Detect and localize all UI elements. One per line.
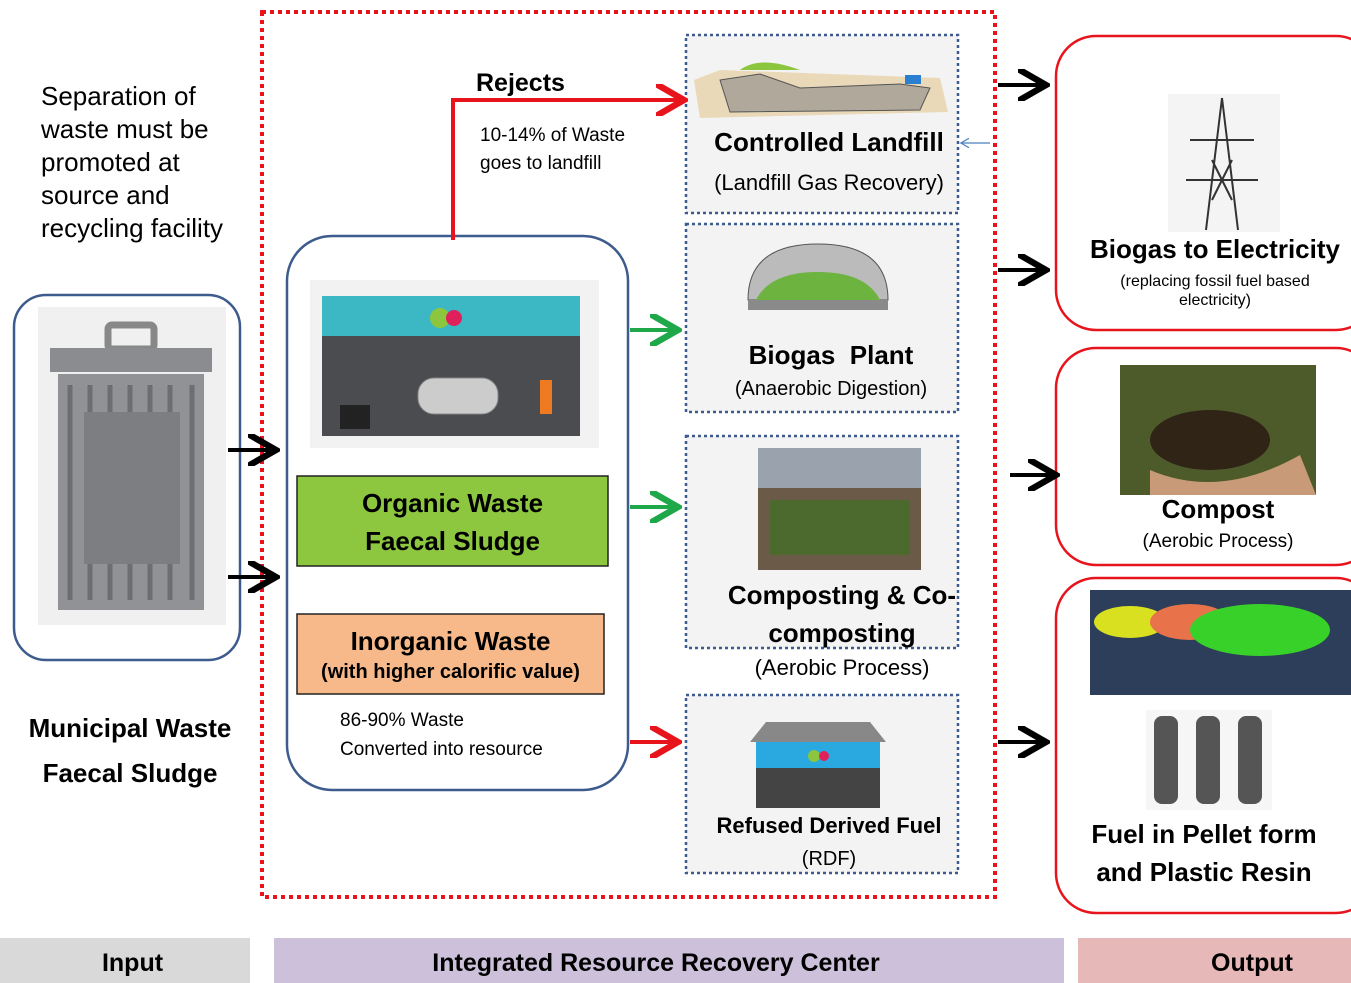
process-subtitle: (Aerobic Process) <box>700 655 984 681</box>
footer-label: Output <box>1112 948 1351 978</box>
inorganic-title: Inorganic Waste <box>297 624 604 658</box>
pylon-icon <box>1168 94 1280 232</box>
intro-text: Separation of waste must be promoted at … <box>41 80 231 245</box>
page: Separation of waste must be promoted at … <box>0 0 1351 983</box>
trash-can-icon <box>38 307 226 625</box>
input-label-line: Faecal Sludge <box>10 751 250 796</box>
process-title: Controlled Landfill <box>686 127 972 158</box>
organic-line: Organic Waste <box>297 484 608 522</box>
output-subtitle: (replacing fossil fuel based electricity… <box>1100 272 1330 310</box>
output-title: Fuel in Pellet form and Plastic Resin <box>1075 815 1333 891</box>
organic-line: Faecal Sludge <box>297 522 608 560</box>
output-title: Compost <box>1078 494 1351 525</box>
compost-photo <box>1120 365 1316 495</box>
center-note-line: 86-90% Waste <box>340 706 543 735</box>
rejects-note: 10-14% of Waste goes to landfill <box>480 122 660 178</box>
process-subtitle: (Anaerobic Digestion) <box>686 377 976 401</box>
inorganic-label: Inorganic Waste(with higher calorific va… <box>297 624 604 686</box>
inorganic-subtitle: (with higher calorific value) <box>297 658 604 686</box>
footer-label: Integrated Resource Recovery Center <box>274 948 1038 978</box>
process-title: Composting & Co-composting <box>700 576 984 652</box>
process-title: Biogas Plant <box>686 340 976 371</box>
footer-label: Input <box>0 948 265 978</box>
process-subtitle: (Landfill Gas Recovery) <box>686 170 972 196</box>
rejects-label: Rejects <box>476 68 565 98</box>
rdf-icon <box>750 722 886 808</box>
input-label-line: Municipal Waste <box>10 706 250 751</box>
output-title: Biogas to Electricity <box>1075 234 1351 265</box>
process-subtitle: (RDF) <box>686 847 972 871</box>
output-subtitle: (Aerobic Process) <box>1078 531 1351 554</box>
composting-photo <box>758 448 921 570</box>
facility-icon <box>310 280 599 448</box>
center-note-line: Converted into resource <box>340 735 543 764</box>
process-title: Refused Derived Fuel <box>686 813 972 839</box>
